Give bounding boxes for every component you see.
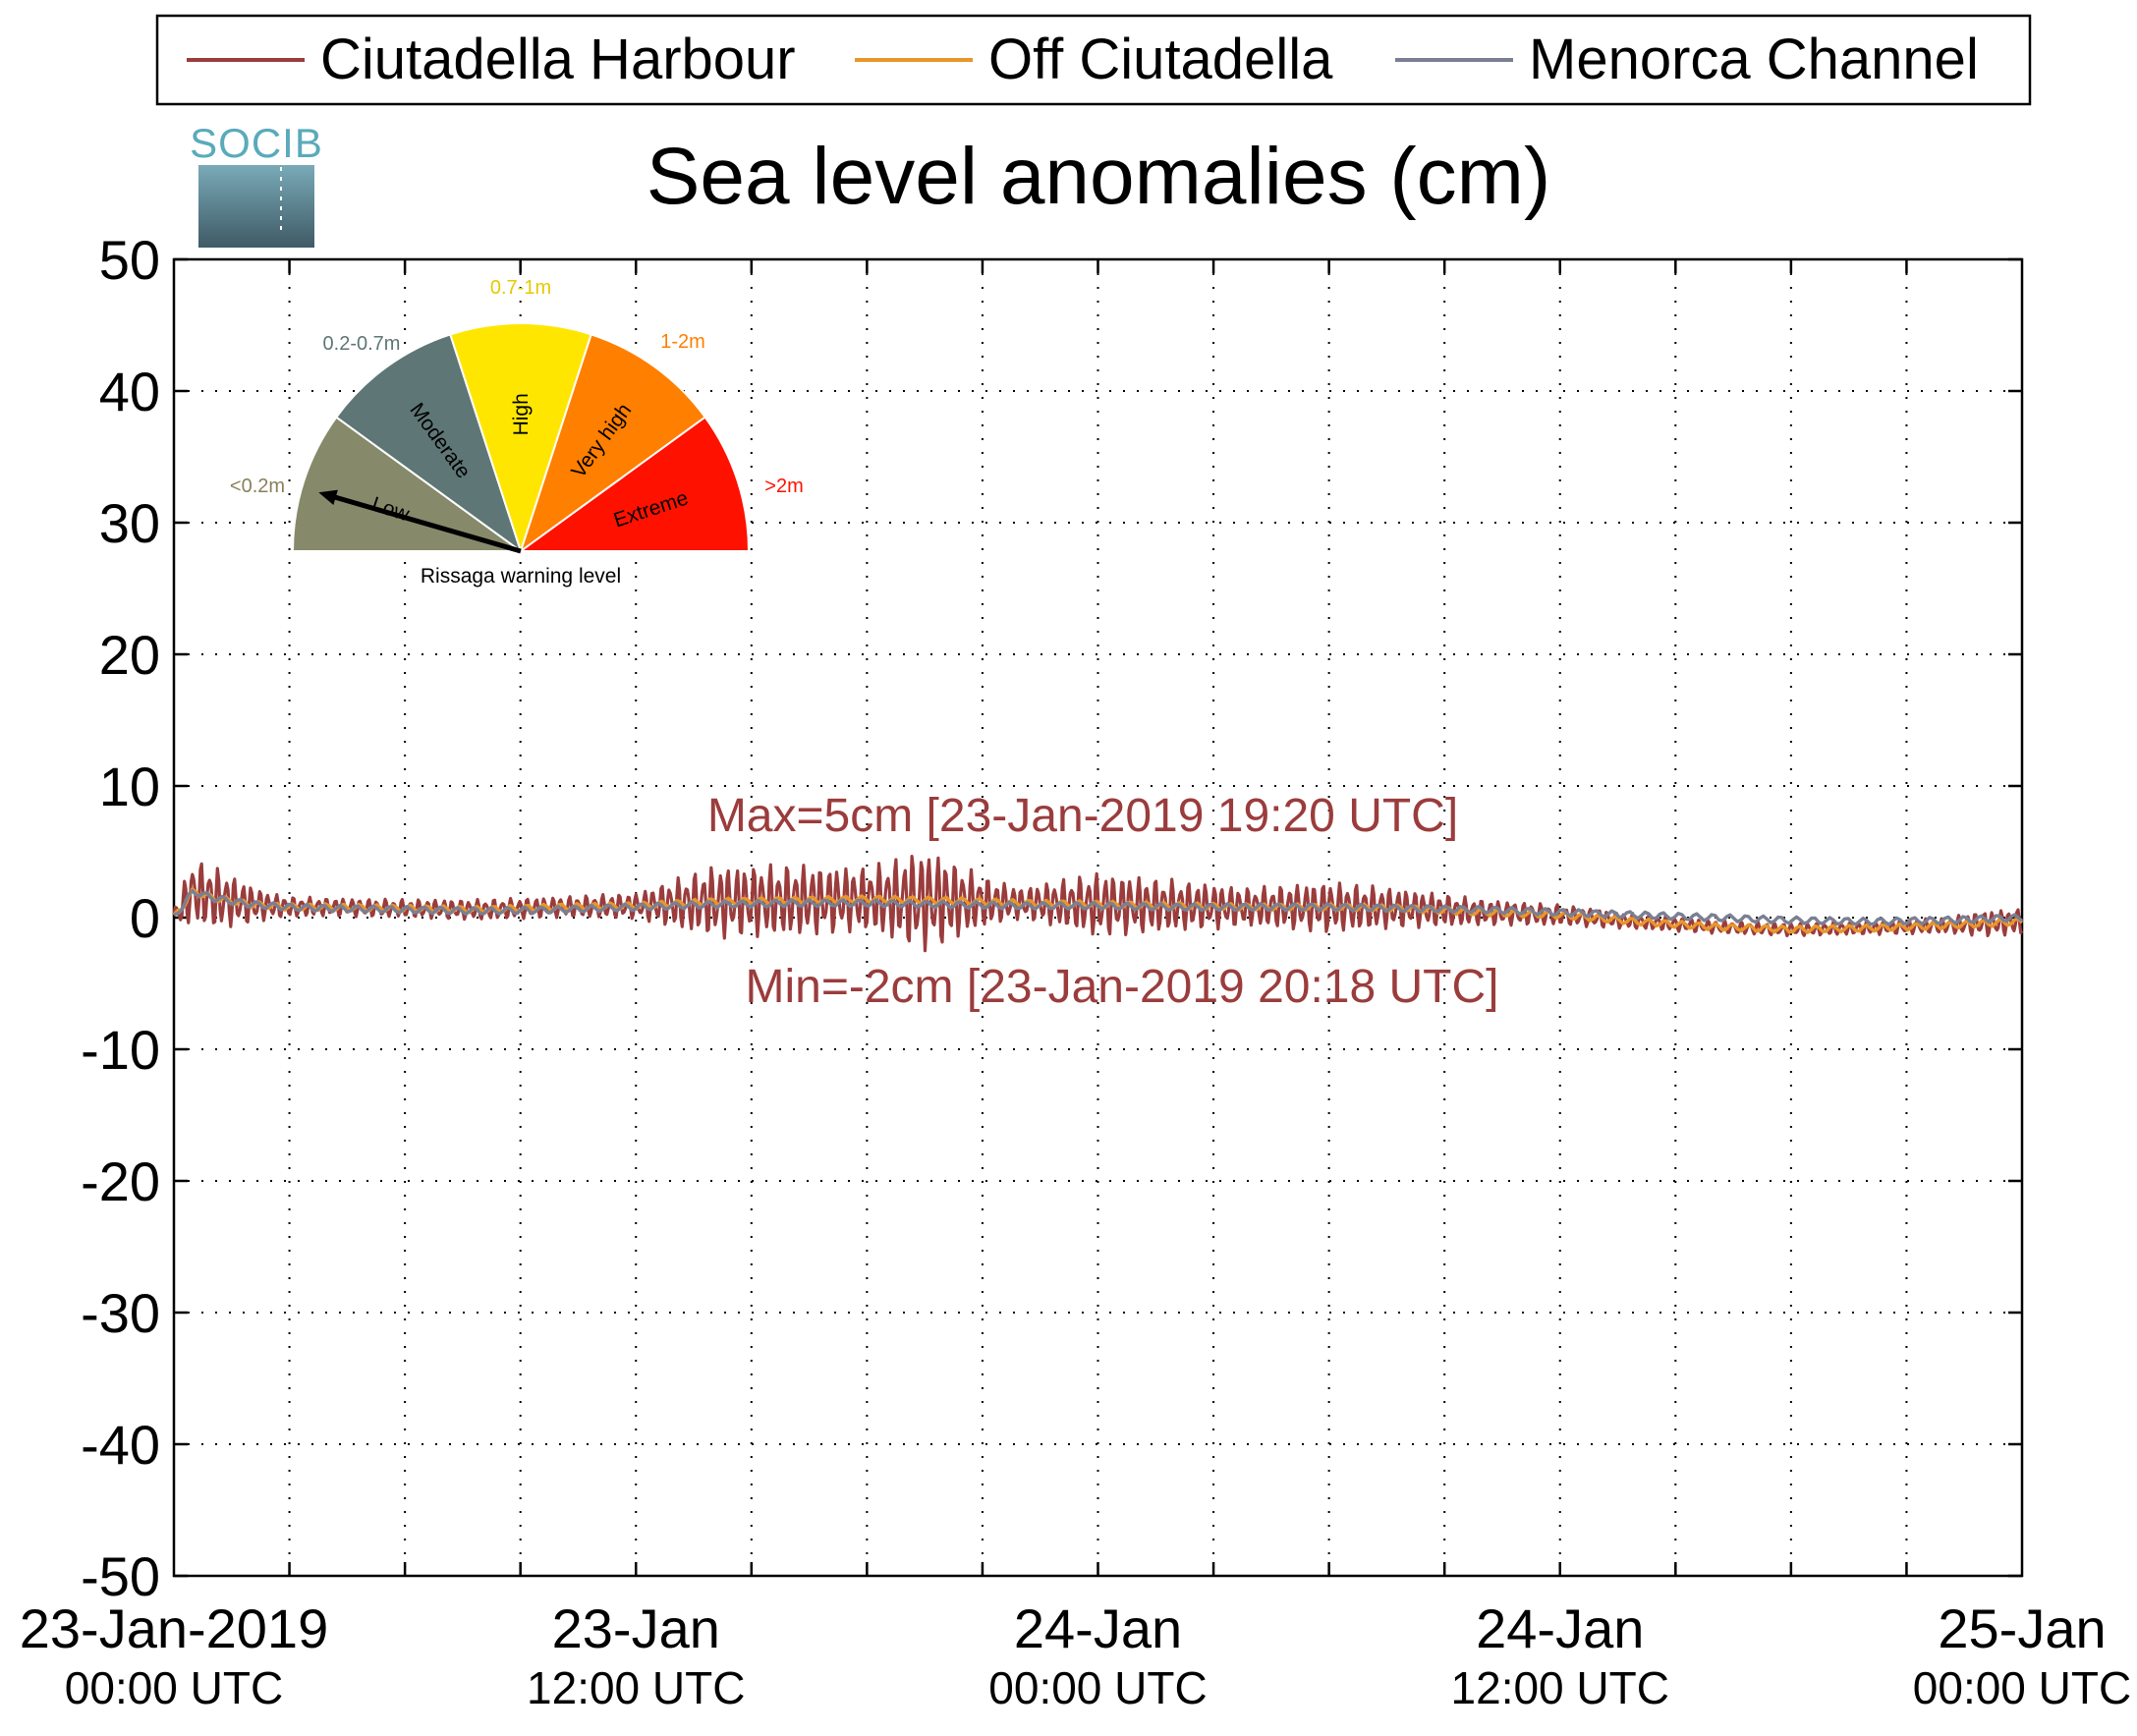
y-tick-label: -50 [81, 1545, 160, 1607]
y-tick-label: -40 [81, 1414, 160, 1476]
series-line-menorca-channel [173, 889, 2024, 926]
chart-title: Sea level anomalies (cm) [647, 132, 1551, 221]
x-tick-label-time: 00:00 UTC [65, 1662, 283, 1713]
x-tick-label-date: 24-Jan [1014, 1597, 1182, 1659]
x-tick-label-date: 23-Jan [552, 1597, 720, 1659]
y-tick-label: 10 [99, 756, 160, 817]
x-tick-label-date: 23-Jan-2019 [20, 1597, 328, 1659]
x-tick-label-time: 00:00 UTC [988, 1662, 1207, 1713]
gauge-segment-extreme [517, 416, 751, 552]
x-tick-label-time: 12:00 UTC [527, 1662, 745, 1713]
legend-box [155, 14, 2032, 106]
gauge-range-label: 0.7-1m [490, 277, 551, 299]
series-line-off-ciutadella [172, 887, 2024, 934]
socib-logo: SOCIB [190, 120, 323, 248]
gauge-range-label: >2m [764, 476, 803, 497]
logo-text: SOCIB [190, 120, 323, 166]
y-tick-label: -10 [81, 1019, 160, 1081]
gauge-range-label: 0.2-0.7m [323, 333, 401, 355]
x-tick-label-date: 25-Jan [1938, 1597, 2106, 1659]
y-tick-label: -30 [81, 1282, 160, 1344]
x-tick-label-time: 00:00 UTC [1913, 1662, 2131, 1713]
y-tick-label: 20 [99, 624, 160, 686]
gauge-needle-arrowhead [318, 489, 338, 505]
series-lines [172, 855, 2024, 953]
gauge-segment-very-high [519, 333, 707, 554]
y-tick-label: 40 [99, 361, 160, 422]
gauge-level-name: High [510, 393, 533, 435]
gauge-segment-high [449, 322, 592, 555]
gauge-range-label: 1-2m [660, 331, 705, 353]
gauge-caption: Rissaga warning level [421, 565, 621, 588]
y-tick-label: -20 [81, 1150, 160, 1212]
gauge-range-label: <0.2m [230, 476, 285, 497]
y-axis-ticks: 50 40 30 20 10 0 -10 -20 -30 -40 -50 [81, 229, 2022, 1607]
max-annotation: Max=5cm [23-Jan-2019 19:20 UTC] [707, 790, 1458, 842]
legend-label-menorca-channel: Menorca Channel [1529, 28, 1979, 91]
grid [174, 259, 2022, 1576]
legend-label-ciutadella-harbour: Ciutadella Harbour [320, 28, 796, 91]
x-tick-label-date: 24-Jan [1476, 1597, 1644, 1659]
y-tick-label: 50 [99, 229, 160, 291]
x-tick-label-time: 12:00 UTC [1451, 1662, 1669, 1713]
gauge-needle [327, 492, 522, 554]
gauge-segment-moderate [334, 333, 523, 554]
y-tick-label: 30 [99, 492, 160, 554]
legend: Ciutadella Harbour Off Ciutadella Menorc… [155, 14, 2032, 106]
gauge-segment-low [291, 416, 525, 552]
legend-label-off-ciutadella: Off Ciutadella [988, 28, 1333, 91]
logo-water [198, 165, 314, 248]
y-tick-label: 0 [130, 887, 160, 949]
min-annotation: Min=-2cm [23-Jan-2019 20:18 UTC] [745, 961, 1498, 1013]
